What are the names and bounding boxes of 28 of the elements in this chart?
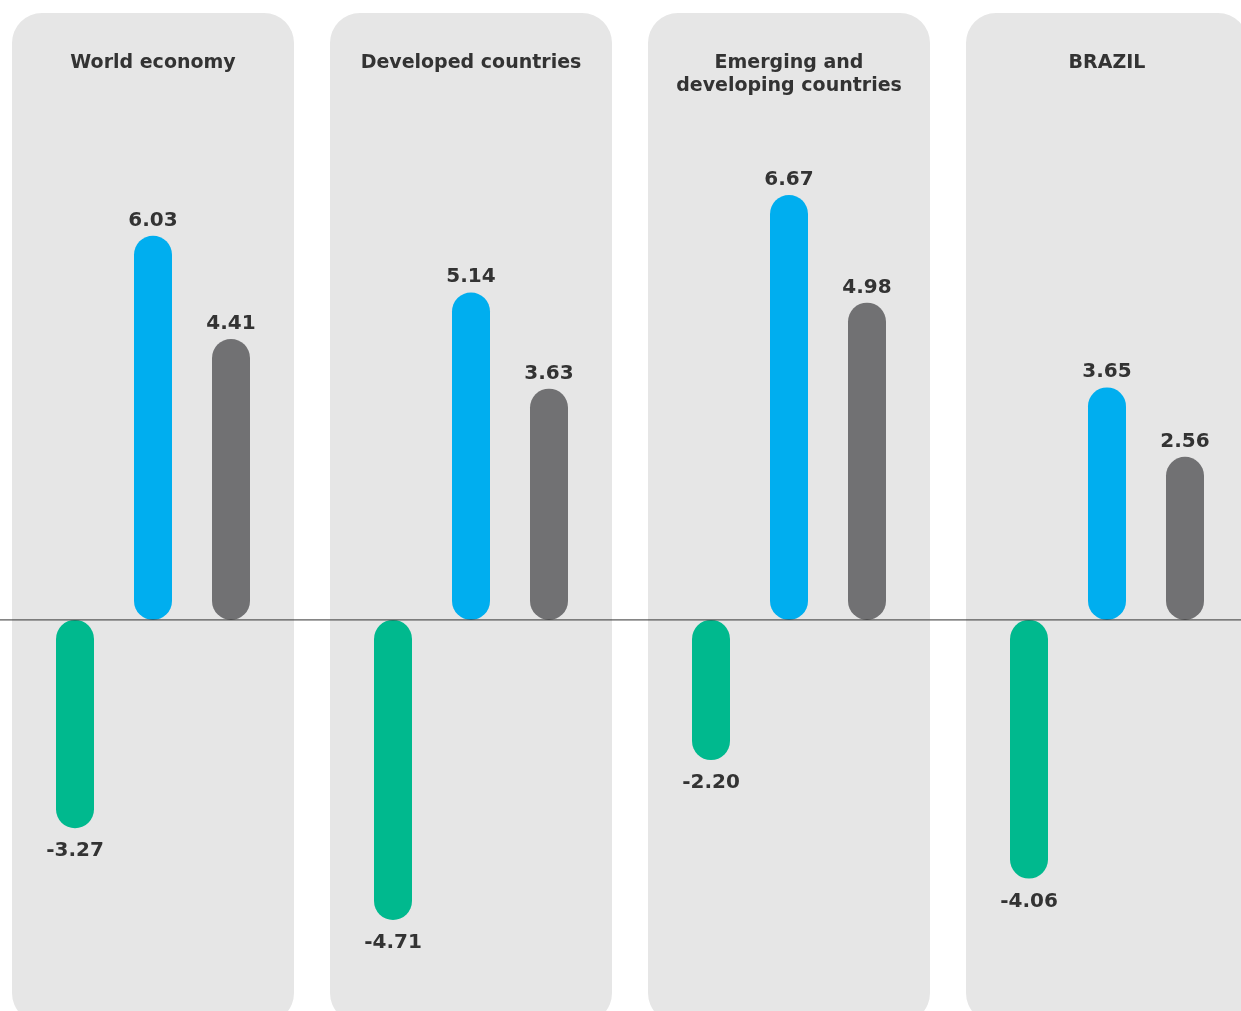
data-label: 5.14 [446,263,496,288]
x-tick-label: World economy [70,50,237,72]
bar [374,619,412,920]
data-label: -3.27 [46,837,104,862]
data-label: 3.63 [524,359,574,384]
bar [56,619,94,829]
bar [692,619,730,761]
data-label: 2.56 [1160,427,1210,452]
bar [212,338,250,620]
bar [1088,387,1126,620]
bar [452,292,490,620]
data-label: -2.20 [682,769,740,794]
x-tick-label: Emerging and developing countries [676,50,902,95]
data-label: 4.41 [206,309,256,334]
data-label: 4.98 [842,273,892,298]
x-tick-label: Developed countries [360,50,582,72]
data-label: -4.71 [364,928,422,953]
bar [848,302,886,620]
data-label: -4.06 [1000,887,1058,912]
bar [1166,456,1204,620]
data-label: 6.67 [764,165,814,190]
x-tick-label: BRAZIL [1068,50,1146,72]
data-label: 3.65 [1082,358,1132,383]
bar [134,235,172,620]
bar [530,388,568,620]
bar [1010,619,1048,879]
bar [770,194,808,620]
data-label: 6.03 [128,206,178,231]
